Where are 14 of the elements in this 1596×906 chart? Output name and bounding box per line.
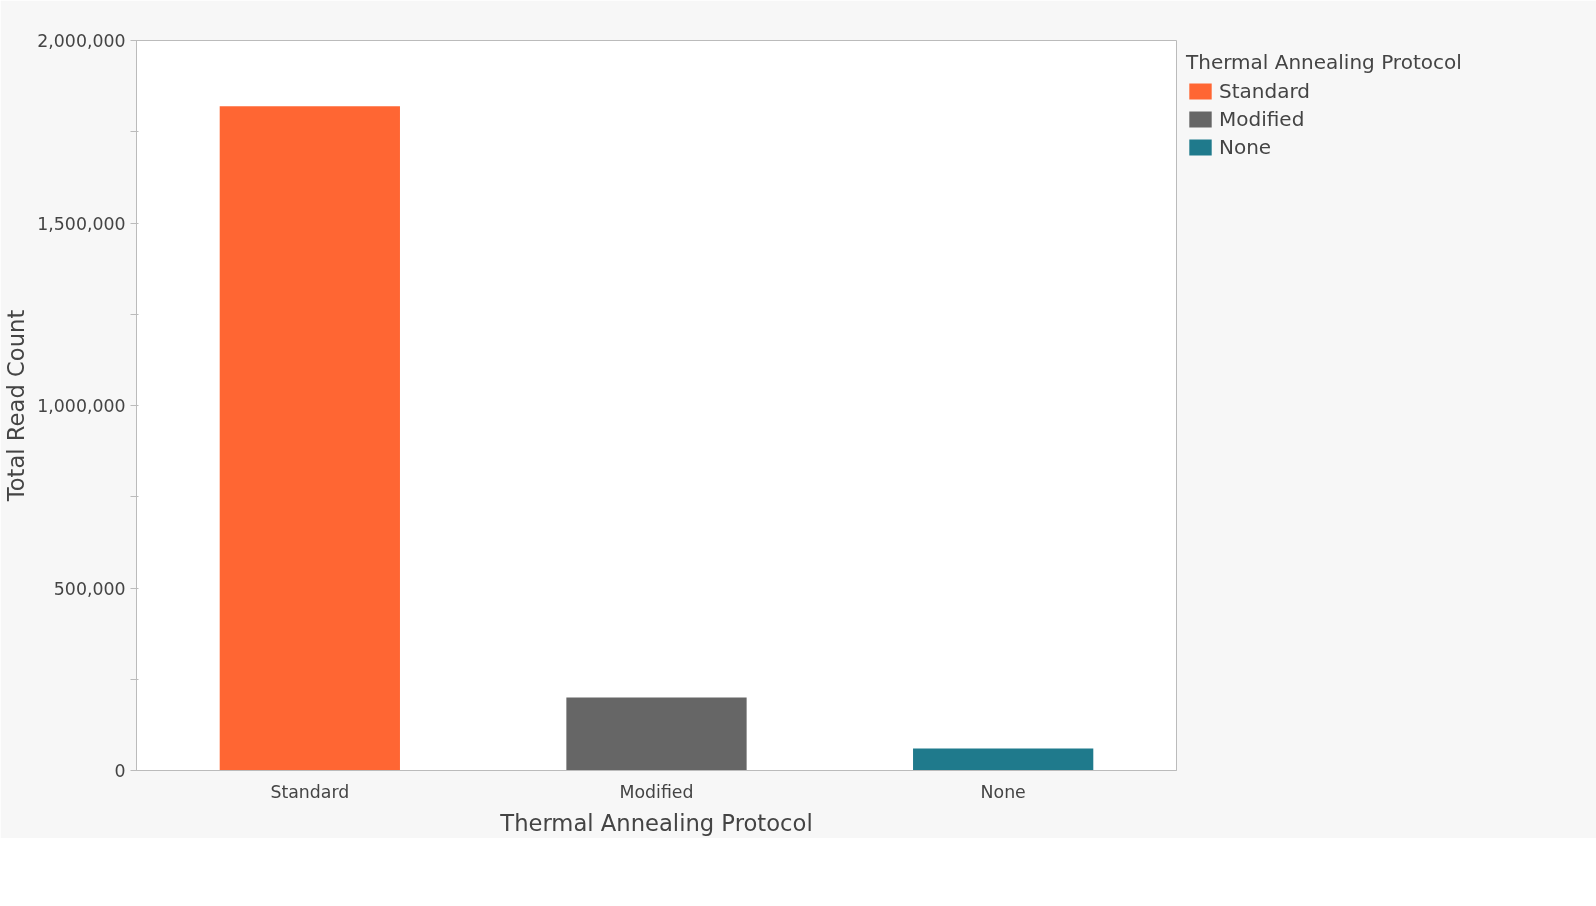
legend-label: Modified	[1219, 107, 1305, 131]
x-tick-label: Modified	[619, 781, 694, 802]
legend-title: Thermal Annealing Protocol	[1186, 50, 1462, 74]
y-tick-label: 500,000	[53, 578, 126, 599]
legend-label: None	[1219, 135, 1272, 159]
y-tick-label: 2,000,000	[37, 31, 126, 51]
y-tick-label: 1,500,000	[37, 213, 126, 234]
x-axis-title: Thermal Annealing Protocol	[499, 809, 813, 836]
x-tick-label: Standard	[270, 781, 350, 802]
legend-label: Standard	[1219, 79, 1310, 103]
y-tick-label: 0	[114, 761, 126, 781]
y-axis-title: Total Read Count	[3, 309, 30, 503]
y-tick-label: 1,000,000	[37, 396, 126, 416]
x-tick-label: None	[980, 781, 1026, 802]
